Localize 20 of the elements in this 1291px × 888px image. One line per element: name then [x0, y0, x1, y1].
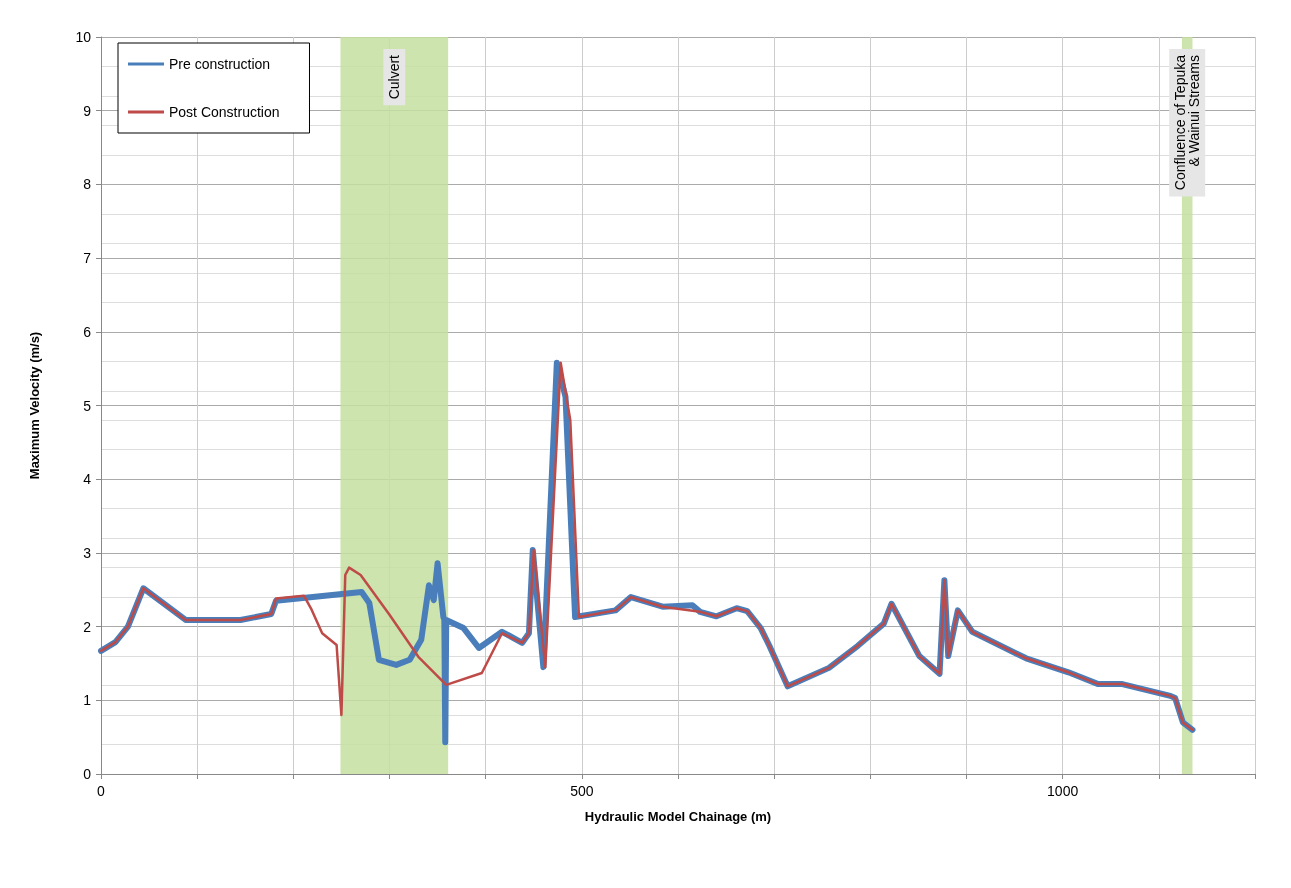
y-tick-label: 6 [83, 323, 92, 340]
y-tick-label: 7 [83, 250, 92, 267]
y-tick-label: 9 [83, 102, 92, 119]
x-tick-label: 0 [97, 783, 106, 799]
y-tick-label: 0 [83, 766, 92, 782]
legend-label: Post Construction [169, 104, 280, 120]
legend-label: Pre construction [169, 56, 271, 72]
band-label: Culvert [386, 54, 403, 100]
y-tick-label: 5 [83, 397, 92, 414]
x-axis-title: Hydraulic Model Chainage (m) [584, 809, 772, 824]
y-tick-label: 1 [83, 692, 92, 709]
y-tick-label: 3 [83, 544, 92, 561]
x-tick-label: 500 [570, 783, 594, 799]
y-tick-label: 10 [75, 29, 92, 45]
y-axis-title: Maximum Velocity (m/s) [27, 331, 42, 480]
y-tick-label: 8 [83, 176, 92, 193]
y-tick-label: 2 [83, 618, 92, 635]
band-label: Confluence of Tepuka & Wainui Streams [1172, 54, 1203, 191]
x-tick-label: 1000 [1047, 783, 1079, 799]
y-tick-label: 4 [83, 471, 92, 488]
